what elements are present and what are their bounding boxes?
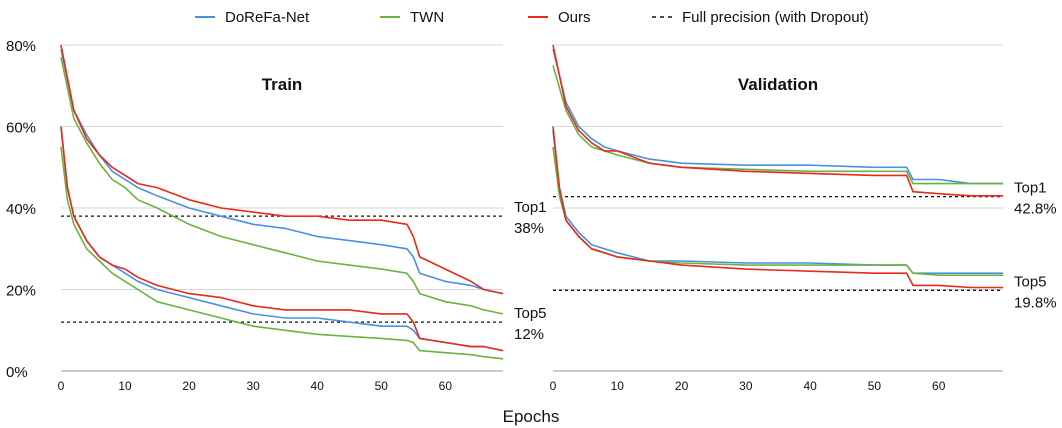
series-line-twn-top5 (60, 146, 504, 360)
annotation-top5-label: Top5 (1014, 273, 1047, 290)
series-line-ours-top5 (552, 126, 1003, 289)
annotation-top1-label: Top1 (1014, 180, 1047, 197)
x-tick-label: 10 (611, 379, 625, 393)
y-tick-label: 40% (6, 201, 36, 218)
annotation-top1-label: Top1 (514, 199, 547, 216)
legend-label-ours: Ours (558, 9, 591, 26)
x-tick-label: 50 (868, 379, 882, 393)
x-tick-label: 20 (675, 379, 689, 393)
panel-title: Validation (738, 75, 818, 94)
y-tick-label: 60% (6, 120, 36, 137)
series-line-ours-top1 (552, 44, 1003, 197)
series-line-ours-top1 (60, 44, 504, 295)
legend-label-dorefa-net: DoReFa-Net (225, 9, 310, 26)
x-tick-label: 20 (182, 379, 196, 393)
series-line-ours-top5 (60, 126, 504, 352)
x-tick-label: 0 (58, 379, 65, 393)
legend-label-full-precision-with-dropout: Full precision (with Dropout) (682, 9, 869, 26)
x-tick-label: 60 (932, 379, 946, 393)
x-tick-label: 40 (803, 379, 817, 393)
panel-title: Train (262, 75, 303, 94)
validation-panel: 0 10 20 30 40 50 60 Validation Top1 42.8% Top5 19.8… (550, 44, 1057, 393)
x-tick-label: 30 (246, 379, 260, 393)
annotation-top5-value: 19.8% (1014, 294, 1057, 311)
legend: DoReFa-Net TWN Ours Full precision (with Dr… (195, 9, 869, 26)
series-line-twn-top5 (552, 146, 1003, 277)
x-tick-label: 30 (739, 379, 753, 393)
x-tick-label: 60 (439, 379, 453, 393)
series-line-dorefa-net-top1 (552, 48, 1003, 185)
train-panel: 0% 20% 40% 60% 80% 0 10 20 30 40 50 60 Train Top1 38% T… (6, 38, 547, 393)
series-line-twn-top1 (60, 57, 504, 315)
x-tick-label: 50 (375, 379, 389, 393)
y-tick-label: 80% (6, 38, 36, 55)
y-tick-label: 20% (6, 283, 36, 300)
series-line-twn-top1 (552, 65, 1003, 185)
annotation-top1-value: 42.8% (1014, 201, 1057, 218)
x-tick-label: 0 (550, 379, 557, 393)
annotation-top5-value: 12% (514, 326, 544, 343)
x-axis-label: Epochs (503, 407, 560, 426)
x-tick-label: 10 (118, 379, 132, 393)
x-tick-label: 40 (311, 379, 325, 393)
series-line-dorefa-net-top5 (60, 126, 504, 352)
annotation-top1-value: 38% (514, 220, 544, 237)
annotation-top5-label: Top5 (514, 305, 547, 322)
y-tick-label: 0% (6, 364, 28, 381)
series-line-dorefa-net-top1 (60, 48, 504, 295)
legend-label-twn: TWN (410, 9, 444, 26)
